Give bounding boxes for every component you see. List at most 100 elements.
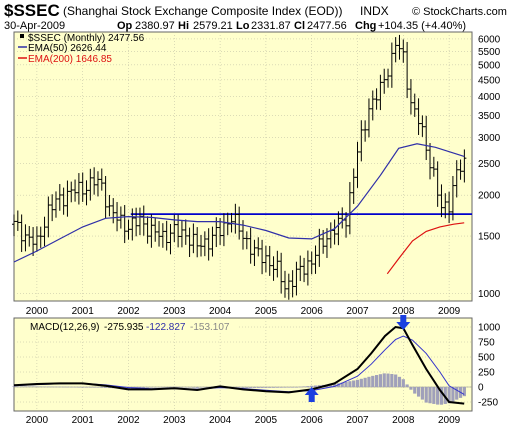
price-grid — [14, 32, 472, 301]
macd-histogram-bar — [249, 387, 253, 388]
chart-source: © StockCharts.com — [412, 6, 507, 18]
macd-histogram-bar — [142, 387, 146, 388]
macd-legend-v2: -122.827 — [146, 322, 186, 333]
macd-y-tick-label: -250 — [478, 398, 498, 409]
macd-histogram-bar — [436, 387, 440, 405]
x-tick-label-upper: 2002 — [117, 306, 140, 317]
macd-histogram-bar — [172, 386, 176, 388]
macd-panel — [13, 317, 473, 412]
macd-histogram-bar — [73, 386, 77, 388]
x-tick-label-lower: 2003 — [163, 415, 186, 426]
chart-date: 30-Apr-2009 — [4, 20, 65, 32]
price-y-tick-label: 2500 — [478, 159, 501, 170]
macd-histogram-bar — [283, 387, 287, 388]
macd-histogram-bar — [180, 387, 184, 388]
macd-histogram-bar — [88, 387, 92, 388]
macd-histogram-bar — [23, 386, 28, 387]
price-y-tick-label: 5500 — [478, 47, 501, 58]
macd-histogram-bar — [39, 386, 43, 388]
legend-ema200: EMA(200) 1646.85 — [28, 54, 112, 65]
macd-histogram-bar — [187, 387, 192, 388]
macd-histogram-bar — [157, 387, 161, 388]
macd-histogram-bar — [184, 387, 188, 388]
macd-histogram-bar — [371, 375, 375, 387]
cl-label: Cl — [294, 20, 305, 32]
op-value: 2380.97 — [135, 20, 175, 32]
x-tick-label-upper: 2007 — [346, 306, 369, 317]
macd-histogram-bar — [405, 384, 409, 387]
macd-histogram-bar — [329, 384, 333, 387]
x-tick-label-lower: 2009 — [438, 415, 461, 426]
macd-histogram-bar — [390, 373, 394, 387]
macd-histogram-bar — [348, 381, 352, 387]
op-label: Op — [117, 20, 133, 32]
macd-histogram-bar — [84, 387, 89, 388]
macd-histogram-bar — [16, 386, 20, 387]
macd-histogram-bar — [287, 387, 291, 388]
macd-histogram-bar — [317, 385, 321, 387]
cl-value: 2477.56 — [307, 20, 347, 32]
price-panel — [13, 31, 473, 302]
macd-histogram-bar — [344, 381, 348, 387]
macd-histogram-bar — [138, 387, 142, 389]
macd-legend-v1: -275.935 — [104, 322, 144, 333]
macd-histogram-bar — [199, 387, 203, 388]
macd-histogram-bar — [31, 386, 35, 387]
macd-y-tick-label: 1000 — [478, 323, 501, 334]
macd-histogram-bar — [96, 387, 100, 388]
price-y-tick-label: 3500 — [478, 111, 501, 122]
macd-histogram-bar — [81, 387, 85, 388]
macd-y-tick-label: 750 — [478, 338, 495, 349]
price-y-tick-label: 2000 — [478, 191, 501, 202]
macd-histogram-bar — [264, 387, 268, 388]
x-tick-label-lower: 2005 — [255, 415, 278, 426]
x-axis-upper: 2000 2001 2002 2003 2004 2005 2006 2007 2008 2009 — [26, 306, 461, 317]
x-tick-label-upper: 2009 — [438, 306, 461, 317]
arrow-down-icon — [396, 315, 411, 330]
macd-histogram-bar — [27, 386, 31, 387]
macd-histogram-bar — [363, 377, 367, 387]
x-tick-label-upper: 2008 — [392, 306, 415, 317]
x-tick-label-lower: 2008 — [392, 415, 415, 426]
macd-histogram-bar — [241, 387, 245, 388]
macd-histogram-bar — [394, 374, 398, 387]
hi-label: Hi — [178, 20, 189, 32]
macd-histogram-bar — [420, 387, 424, 400]
macd-y-tick-label: 250 — [478, 368, 495, 379]
macd-histogram-bar — [275, 387, 279, 388]
macd-histogram-bar — [447, 387, 451, 404]
macd-histogram-bar — [260, 387, 264, 388]
macd-y-tick-label: 0 — [478, 383, 484, 394]
macd-histogram-bar — [161, 387, 165, 388]
x-tick-label-lower: 2004 — [209, 415, 232, 426]
macd-histogram-bar — [367, 376, 371, 387]
macd-histogram-bar — [428, 387, 432, 404]
macd-histogram-bar — [195, 387, 199, 388]
macd-histogram-bar — [294, 387, 299, 388]
price-y-axis: 1000 1500 2000 2500 3000 3500 4000 4500 5000 5500… — [478, 34, 501, 300]
macd-histogram-bar — [252, 387, 257, 388]
macd-histogram-bar — [386, 373, 390, 387]
price-y-tick-label: 5000 — [478, 60, 501, 71]
macd-histogram-bar — [378, 374, 382, 387]
macd-y-tick-label: 500 — [478, 353, 495, 364]
macd-histogram-bar — [65, 386, 70, 388]
macd-histogram-bar — [352, 380, 356, 387]
macd-histogram-bar — [145, 387, 150, 388]
macd-histogram-bar — [306, 386, 310, 387]
macd-histogram-bar — [416, 387, 421, 397]
price-legend: $SSEC (Monthly) 2477.56 EMA(50) 2626.44 … — [18, 33, 145, 65]
x-tick-label-upper: 2004 — [209, 306, 232, 317]
price-y-tick-label: 1500 — [478, 232, 501, 243]
macd-histogram-bar — [462, 387, 466, 397]
lo-label: Lo — [236, 20, 250, 32]
macd-histogram-bar — [12, 386, 16, 387]
price-y-tick-label: 6000 — [478, 34, 501, 45]
macd-histogram-bar — [451, 387, 455, 402]
macd-histogram-bar — [333, 384, 337, 387]
macd-histogram-bar — [298, 386, 302, 388]
macd-histogram-bar — [233, 387, 237, 388]
macd-histogram-bar — [397, 376, 402, 387]
